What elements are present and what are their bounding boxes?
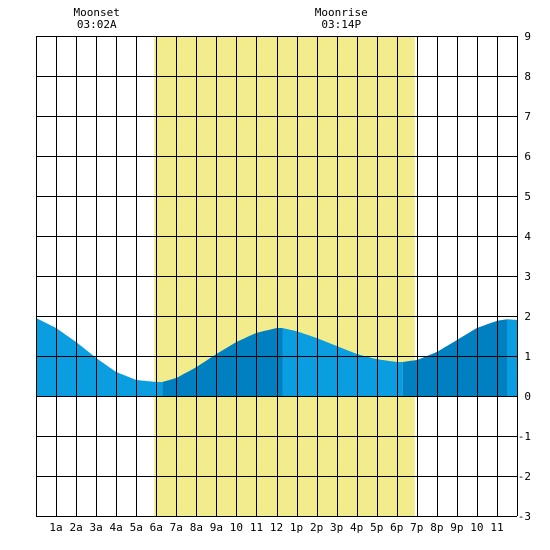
x-tick-label: 10 xyxy=(470,521,483,534)
moon-event-title: Moonrise xyxy=(315,6,368,19)
x-tick-label: 11 xyxy=(250,521,263,534)
x-tick-label: 11 xyxy=(490,521,503,534)
x-tick-label: 9p xyxy=(450,521,463,534)
grid-lines xyxy=(36,36,518,517)
y-tick-label: 0 xyxy=(524,390,531,403)
tide-segment-falling xyxy=(507,319,517,396)
y-tick-label: 7 xyxy=(524,110,531,123)
x-tick-label: 6p xyxy=(390,521,403,534)
x-tick-label: 5p xyxy=(370,521,383,534)
y-tick-label: 5 xyxy=(524,190,531,203)
y-tick-label: -3 xyxy=(518,510,531,523)
x-tick-label: 9a xyxy=(210,521,223,534)
y-tick-label: 9 xyxy=(524,30,531,43)
x-tick-label: 4a xyxy=(110,521,123,534)
moon-event-time: 03:02A xyxy=(77,18,117,31)
tide-segment-rising xyxy=(402,319,507,396)
x-tick-label: 8a xyxy=(190,521,203,534)
y-tick-label: 3 xyxy=(524,270,531,283)
x-tick-label: 2p xyxy=(310,521,323,534)
tide-segment-falling xyxy=(282,328,403,396)
x-axis-labels: 1a 2a 3a 4a 5a 6a 7a 8a 9a 10 11 12 1p 2p 3p 4p 5p 6p 7p 8p… xyxy=(49,521,503,534)
y-tick-label: 6 xyxy=(524,150,531,163)
tide-segment-falling xyxy=(36,318,163,396)
y-tick-label: 1 xyxy=(524,350,531,363)
y-tick-label: 4 xyxy=(524,230,531,243)
tide-segment-rising xyxy=(162,328,283,396)
y-axis-labels: 9 8 7 6 5 4 3 2 1 0 -1 -2 -3 xyxy=(518,30,532,523)
x-tick-label: 3p xyxy=(330,521,343,534)
y-tick-label: -2 xyxy=(518,470,531,483)
x-tick-label: 2a xyxy=(69,521,82,534)
x-tick-label: 10 xyxy=(230,521,243,534)
x-tick-label: 7a xyxy=(170,521,183,534)
x-tick-label: 6a xyxy=(150,521,163,534)
moon-event-time: 03:14P xyxy=(321,18,361,31)
x-tick-label: 12 xyxy=(270,521,283,534)
x-tick-label: 8p xyxy=(430,521,443,534)
y-tick-label: 8 xyxy=(524,70,531,83)
y-tick-label: 2 xyxy=(524,310,531,323)
x-tick-label: 4p xyxy=(350,521,363,534)
moon-event-title: Moonset xyxy=(74,6,120,19)
tide-area xyxy=(36,318,517,396)
x-tick-label: 7p xyxy=(410,521,423,534)
x-tick-label: 3a xyxy=(90,521,103,534)
x-tick-label: 5a xyxy=(130,521,143,534)
y-tick-label: -1 xyxy=(518,430,531,443)
x-tick-label: 1a xyxy=(49,521,62,534)
x-tick-label: 1p xyxy=(290,521,303,534)
